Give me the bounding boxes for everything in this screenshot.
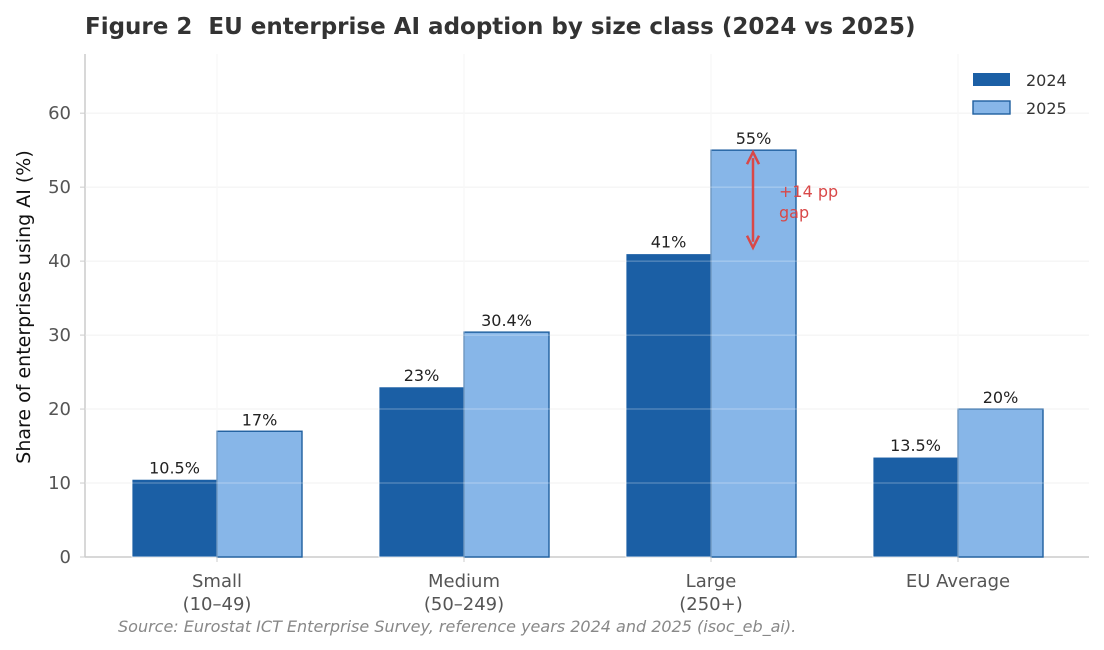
- legend-swatch-2025: [972, 100, 1011, 115]
- y-tick-label: 30: [48, 325, 71, 346]
- y-tick-label: 40: [48, 251, 71, 272]
- gap-arrow-head-bottom: [745, 235, 761, 251]
- bar-2024-0: [131, 478, 218, 558]
- data-label: 23%: [404, 366, 440, 385]
- data-labels: 10.5% 23% 41% 13.5% 17% 30.4% 55% 20%: [149, 129, 1018, 477]
- y-axis-label: Share of enterprises using AI (%): [13, 150, 35, 463]
- bar-grid-overlay: [85, 54, 1089, 557]
- x-tick-label: Small: [192, 571, 242, 592]
- legend-label-2025: 2025: [1026, 99, 1067, 118]
- x-tick-label: Large: [686, 571, 737, 592]
- data-label: 10.5%: [149, 458, 200, 477]
- chart-title: Figure 2 EU enterprise AI adoption by si…: [85, 14, 916, 40]
- bar-2024-2: [625, 253, 712, 558]
- legend: 2024 2025: [972, 71, 1067, 118]
- y-tick-label: 50: [48, 177, 71, 198]
- legend-label-2024: 2024: [1026, 71, 1067, 90]
- data-label: 55%: [736, 129, 772, 148]
- data-label: 30.4%: [481, 311, 532, 330]
- data-label: 17%: [242, 410, 278, 429]
- data-label: 13.5%: [890, 436, 941, 455]
- y-tick-label: 60: [48, 103, 71, 124]
- y-tick-labels: 0 10 20 30 40 50 60: [48, 103, 85, 568]
- data-label: 41%: [651, 233, 687, 252]
- x-tick-label: (10–49): [183, 594, 252, 615]
- x-tick-label: (50–249): [424, 594, 504, 615]
- y-tick-label: 10: [48, 473, 71, 494]
- gap-annotation: +14 pp gap: [745, 149, 838, 251]
- bar-2025-0: [216, 430, 303, 558]
- y-tick-label: 20: [48, 399, 71, 420]
- data-label: 20%: [983, 388, 1019, 407]
- bar-2025-3: [957, 408, 1044, 558]
- bar-2024-3: [872, 456, 959, 558]
- bar-2025-1: [463, 331, 550, 558]
- bars: [85, 54, 1089, 558]
- x-tick-label: (250+): [679, 594, 742, 615]
- gap-annotation-text: +14 pp: [779, 182, 838, 201]
- legend-swatch-2024: [973, 73, 1010, 86]
- x-tick-labels: Small(10–49) Medium(50–249) Large(250+) EU …: [183, 557, 1010, 615]
- gap-annotation-text: gap: [779, 203, 809, 222]
- source-note: Source: Eurostat ICT Enterprise Survey, …: [118, 617, 796, 637]
- x-tick-label: Medium: [428, 571, 500, 592]
- y-tick-label: 0: [60, 547, 71, 568]
- bar-2024-1: [378, 386, 465, 558]
- x-tick-label: EU Average: [906, 571, 1010, 592]
- gap-arrow-head-top: [745, 149, 761, 165]
